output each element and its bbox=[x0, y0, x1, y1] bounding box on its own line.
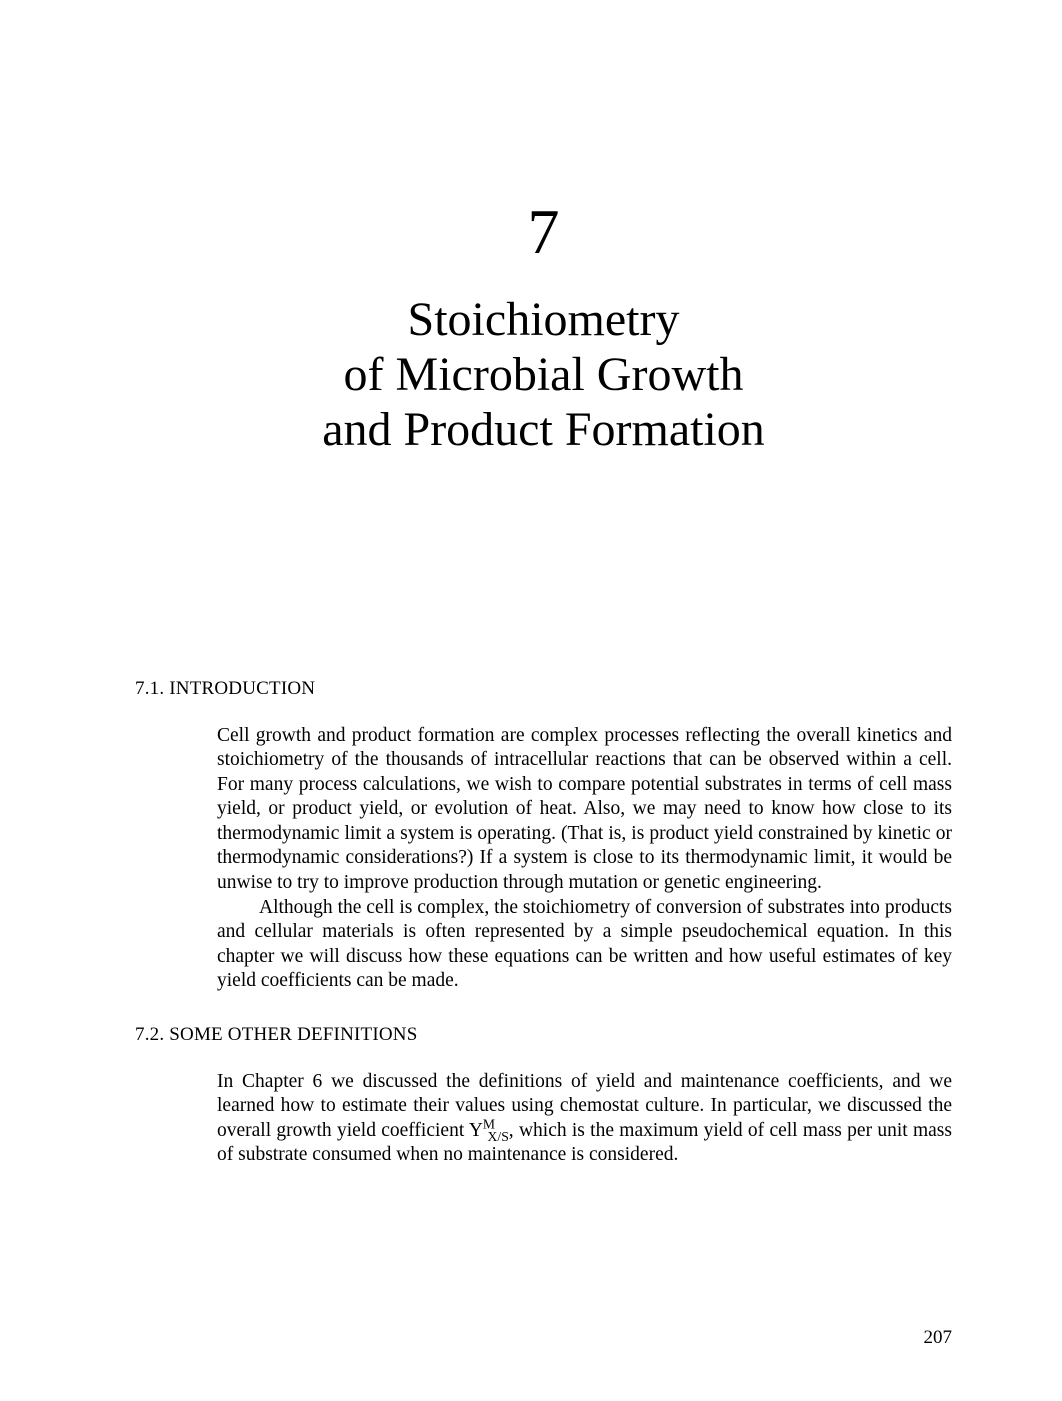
page-container: 7 Stoichiometry of Microbial Growth and … bbox=[0, 0, 1062, 1401]
chapter-title-line-3: and Product Formation bbox=[322, 403, 765, 456]
paragraph: Cell growth and product formation are co… bbox=[217, 724, 952, 896]
yield-symbol-subscript: X/S bbox=[488, 1129, 509, 1144]
section-body-introduction: Cell growth and product formation are co… bbox=[217, 724, 952, 994]
chapter-number: 7 bbox=[135, 200, 952, 264]
chapter-title-line-2: of Microbial Growth bbox=[344, 348, 744, 401]
page-number: 207 bbox=[924, 1327, 953, 1349]
paragraph: In Chapter 6 we discussed the definition… bbox=[217, 1070, 952, 1168]
section-heading-introduction: 7.1. INTRODUCTION bbox=[135, 678, 952, 700]
section-heading-definitions: 7.2. SOME OTHER DEFINITIONS bbox=[135, 1024, 952, 1046]
section-spacer bbox=[135, 994, 952, 1024]
yield-symbol-base: Y bbox=[469, 1120, 483, 1141]
chapter-title-line-1: Stoichiometry bbox=[408, 293, 680, 346]
yield-symbol: YMX/S bbox=[469, 1120, 509, 1141]
section-body-definitions: In Chapter 6 we discussed the definition… bbox=[217, 1070, 952, 1168]
paragraph: Although the cell is complex, the stoich… bbox=[217, 896, 952, 994]
chapter-title: Stoichiometry of Microbial Growth and Pr… bbox=[135, 292, 952, 458]
